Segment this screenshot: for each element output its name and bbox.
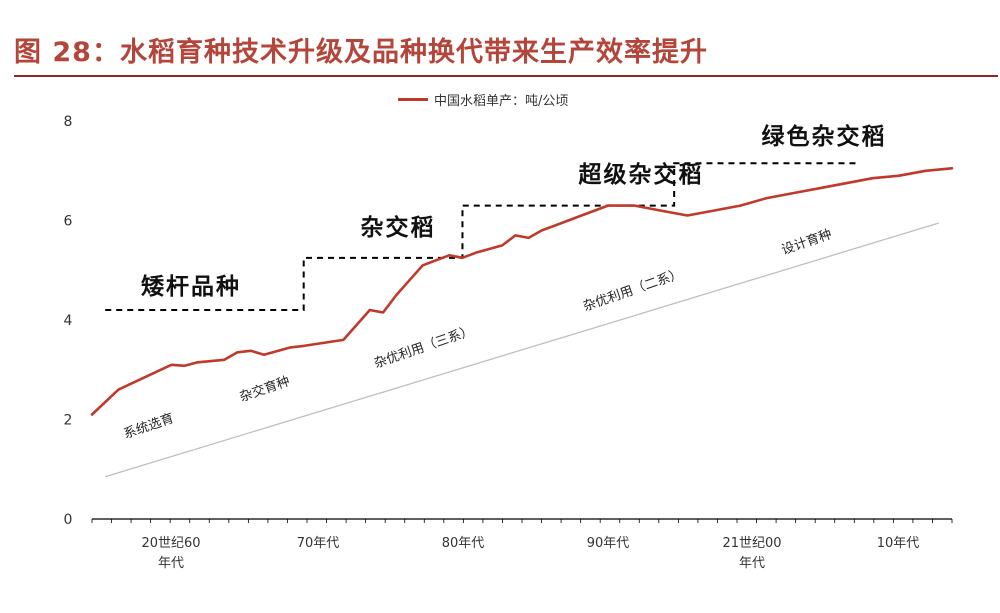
y-tick-label: 2 <box>64 413 73 429</box>
chart-legend: 中国水稻单产：吨/公顷 <box>398 90 568 109</box>
breeding-step-dashed-line <box>105 162 860 312</box>
method-annotation: 系统选育 <box>122 410 176 442</box>
title-rule <box>14 75 998 77</box>
y-tick-label: 8 <box>64 114 73 130</box>
x-tick-label: 90年代 <box>587 536 630 551</box>
x-tick-label: 10年代 <box>877 536 920 551</box>
method-annotation: 设计育种 <box>780 226 834 258</box>
x-tick-label: 21世纪00 年代 <box>722 536 781 571</box>
step-label: 绿色杂交稻 <box>762 123 887 150</box>
x-tick-label: 70年代 <box>297 536 340 551</box>
trend-line <box>105 222 939 478</box>
step-label: 矮杆品种 <box>141 274 241 300</box>
legend-line-swatch <box>398 98 428 101</box>
rice-yield-line <box>90 167 954 416</box>
x-tick-label: 20世纪60 年代 <box>141 536 200 571</box>
y-tick-label: 0 <box>64 512 73 528</box>
step-label: 超级杂交稻 <box>579 161 704 188</box>
y-tick-label: 6 <box>64 214 73 230</box>
method-annotation: 杂交育种 <box>238 373 292 405</box>
method-annotation: 杂优利用（三系） <box>372 324 475 372</box>
legend-label: 中国水稻单产：吨/公顷 <box>434 94 569 109</box>
x-tick-label: 80年代 <box>442 536 485 551</box>
method-annotation: 杂优利用（二系） <box>581 267 684 315</box>
y-tick-label: 4 <box>64 313 73 329</box>
figure-title: 图 28：水稻育种技术升级及品种换代带来生产效率提升 <box>14 37 708 68</box>
step-label: 杂交稻 <box>361 214 436 241</box>
